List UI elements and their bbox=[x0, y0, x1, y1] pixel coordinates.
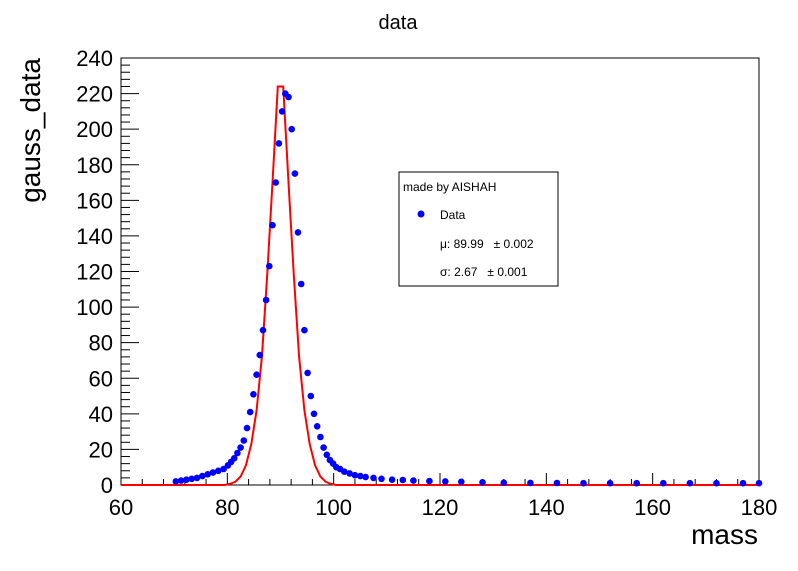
data-point bbox=[660, 479, 667, 487]
data-point bbox=[527, 479, 534, 487]
x-axis-label: mass bbox=[691, 519, 758, 550]
y-axis-label: gauss_data bbox=[15, 58, 46, 203]
data-point bbox=[269, 221, 276, 229]
y-tick-label: 180 bbox=[76, 153, 113, 178]
chart-title: data bbox=[379, 12, 419, 34]
data-point bbox=[256, 351, 264, 359]
x-tick-label: 120 bbox=[422, 495, 459, 520]
data-point bbox=[259, 326, 267, 334]
data-point bbox=[362, 473, 369, 481]
data-point bbox=[580, 479, 587, 487]
data-point bbox=[262, 296, 270, 304]
data-point bbox=[458, 478, 465, 486]
data-point bbox=[313, 423, 321, 430]
y-tick-label: 60 bbox=[89, 366, 113, 391]
data-point bbox=[288, 125, 296, 133]
data-point bbox=[250, 391, 257, 398]
data-point bbox=[275, 140, 283, 147]
y-tick-label: 0 bbox=[101, 473, 113, 498]
y-tick-label: 220 bbox=[76, 82, 113, 107]
data-point bbox=[686, 479, 694, 487]
data-point bbox=[388, 476, 396, 484]
data-point bbox=[606, 479, 614, 487]
x-tick-label: 180 bbox=[741, 495, 778, 520]
data-point bbox=[317, 433, 324, 441]
data-point bbox=[237, 444, 244, 451]
data-point bbox=[301, 326, 308, 334]
data-point bbox=[739, 479, 747, 487]
data-point bbox=[378, 475, 385, 483]
legend-marker-data bbox=[417, 210, 425, 218]
data-point bbox=[426, 477, 433, 485]
data-point bbox=[553, 479, 561, 487]
data-point bbox=[346, 470, 353, 477]
data-point bbox=[310, 410, 318, 418]
data-point bbox=[243, 424, 251, 432]
legend-entry-data: Data bbox=[440, 208, 466, 222]
data-point bbox=[351, 471, 359, 479]
data-point bbox=[399, 476, 407, 484]
data-point bbox=[172, 478, 180, 485]
data-point bbox=[323, 451, 331, 459]
legend-entry-mu: μ: 89.99 ± 0.002 bbox=[440, 237, 534, 251]
data-point bbox=[253, 371, 260, 379]
y-tick-label: 100 bbox=[76, 295, 113, 320]
data-point bbox=[278, 108, 286, 115]
data-point bbox=[291, 170, 299, 177]
data-point bbox=[713, 479, 720, 487]
y-tick-label: 20 bbox=[89, 437, 113, 462]
fit-curve bbox=[121, 85, 759, 486]
data-point bbox=[442, 478, 449, 485]
data-point bbox=[272, 179, 280, 186]
y-tick-label: 140 bbox=[76, 224, 113, 249]
data-point bbox=[370, 474, 377, 482]
series-layer bbox=[121, 85, 763, 487]
data-point bbox=[199, 472, 206, 480]
data-point bbox=[304, 369, 311, 377]
y-tick-label: 200 bbox=[76, 117, 113, 142]
legend-entry-sigma: σ: 2.67 ± 0.001 bbox=[440, 265, 528, 279]
data-point bbox=[183, 476, 190, 484]
data-point bbox=[246, 408, 254, 416]
y-tick-label: 160 bbox=[76, 188, 113, 213]
data-point bbox=[240, 437, 248, 444]
data-point bbox=[320, 444, 327, 451]
x-tick-label: 160 bbox=[634, 495, 671, 520]
data-point bbox=[204, 471, 211, 478]
x-tick-label: 100 bbox=[315, 495, 352, 520]
data-point bbox=[341, 468, 348, 476]
legend-header: made by AISHAH bbox=[403, 180, 496, 194]
data-point bbox=[479, 479, 486, 486]
y-tick-label: 240 bbox=[76, 46, 113, 71]
axis-ticks: 60 80 100 120 140 160 180 0 20 40 60 80 100 120 140 160… bbox=[76, 46, 777, 520]
data-point bbox=[209, 469, 217, 476]
y-tick-label: 80 bbox=[89, 331, 113, 356]
data-point bbox=[230, 455, 238, 462]
data-point bbox=[285, 93, 292, 101]
data-point bbox=[410, 477, 417, 484]
data-point bbox=[177, 477, 185, 484]
legend-frame bbox=[398, 171, 559, 287]
data-point bbox=[500, 479, 508, 487]
data-point bbox=[234, 449, 241, 457]
data-point bbox=[755, 479, 763, 487]
data-point bbox=[633, 479, 640, 487]
x-tick-label: 60 bbox=[109, 495, 133, 520]
legend: made by AISHAH Data μ: 89.99 ± 0.002 σ: … bbox=[398, 171, 559, 287]
data-point bbox=[294, 229, 302, 236]
data-point bbox=[188, 475, 195, 483]
y-tick-label: 120 bbox=[76, 260, 113, 285]
data-point bbox=[297, 280, 305, 288]
x-tick-label: 80 bbox=[215, 495, 239, 520]
data-point bbox=[193, 474, 201, 482]
y-tick-label: 40 bbox=[89, 402, 113, 427]
data-point bbox=[307, 392, 315, 400]
data-point bbox=[215, 467, 222, 475]
data-point bbox=[357, 472, 364, 480]
x-tick-label: 140 bbox=[528, 495, 565, 520]
data-point bbox=[266, 262, 273, 270]
